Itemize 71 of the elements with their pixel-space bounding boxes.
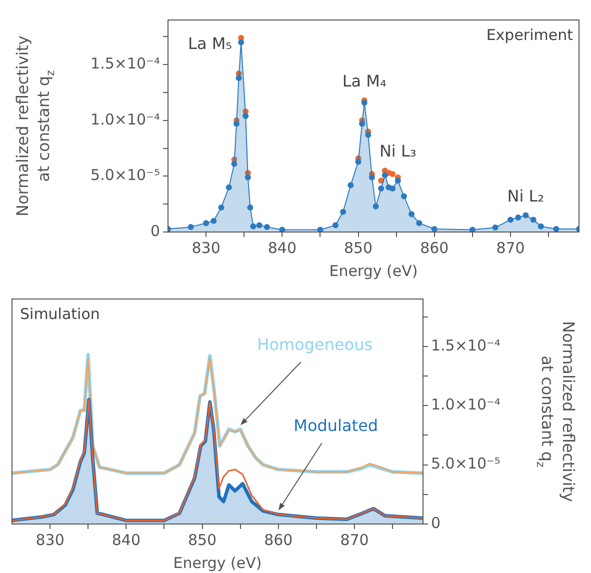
point (188, 224, 194, 230)
point (469, 226, 476, 232)
point (390, 170, 396, 177)
point (538, 223, 544, 230)
point (359, 120, 366, 127)
y2-tick-label: 1.5×10⁻⁴ (431, 336, 500, 354)
x-tick-label: 860 (264, 530, 293, 549)
point (340, 208, 346, 215)
x-tick-label: 830 (192, 238, 220, 257)
point (210, 218, 217, 224)
point (492, 224, 498, 231)
y2-tick-label: 0 (431, 514, 441, 532)
point (238, 39, 244, 46)
y-tick-label: 1.5×10⁻⁴ (90, 54, 160, 73)
chart-title: Simulation (20, 305, 100, 323)
text: Experiment (486, 26, 574, 44)
y-tick-label: 0 (150, 222, 160, 240)
point (522, 212, 529, 218)
point (508, 216, 514, 223)
point (234, 120, 240, 127)
point (365, 132, 372, 138)
x-axis-title: Energy (eV) (329, 262, 418, 280)
point (382, 172, 388, 178)
point (218, 204, 224, 210)
point (332, 222, 338, 228)
point (394, 178, 401, 184)
point (372, 203, 379, 210)
point (400, 193, 407, 200)
y2-tick-label: 5.0×10⁻⁵ (431, 454, 500, 473)
point (530, 216, 536, 223)
point (256, 222, 262, 228)
point (408, 211, 415, 218)
point (515, 214, 522, 220)
x-tick-label: 870 (496, 238, 525, 257)
point (431, 226, 438, 232)
annotation: La M₄ (342, 71, 386, 90)
point (416, 220, 422, 226)
point (355, 158, 362, 165)
point (361, 100, 368, 106)
annotation: Ni L₃ (379, 142, 416, 161)
x-tick-label: 830 (36, 530, 64, 549)
point (264, 224, 270, 230)
point (390, 185, 396, 192)
x-tick-label: 840 (112, 530, 140, 549)
y-tick-label: 5.0×10⁻⁵ (90, 166, 160, 184)
point (247, 204, 254, 210)
x-axis-title: Energy (eV) (173, 554, 262, 572)
point (242, 112, 249, 119)
point (279, 226, 286, 232)
annotation: Ni L₂ (507, 186, 544, 206)
y-tick-label: 1.0×10⁻⁴ (90, 110, 160, 128)
point (236, 75, 242, 82)
point (368, 174, 375, 180)
text: Modulated (294, 416, 378, 435)
point (231, 160, 238, 167)
point (250, 223, 256, 230)
x-tick-label: 850 (344, 238, 373, 257)
annotation: La M₅ (188, 34, 232, 54)
x-tick-label: 840 (268, 238, 296, 257)
y2-tick-label: 1.0×10⁻⁴ (431, 395, 500, 414)
x-tick-label: 860 (420, 238, 449, 257)
point (203, 220, 210, 226)
point (348, 182, 354, 188)
x-tick-label: 870 (340, 530, 369, 549)
text: Homogeneous (257, 335, 373, 354)
point (317, 226, 324, 232)
point (244, 174, 251, 180)
point (553, 226, 560, 232)
point (226, 184, 232, 190)
point (378, 185, 384, 192)
x-tick-label: 850 (188, 530, 217, 549)
